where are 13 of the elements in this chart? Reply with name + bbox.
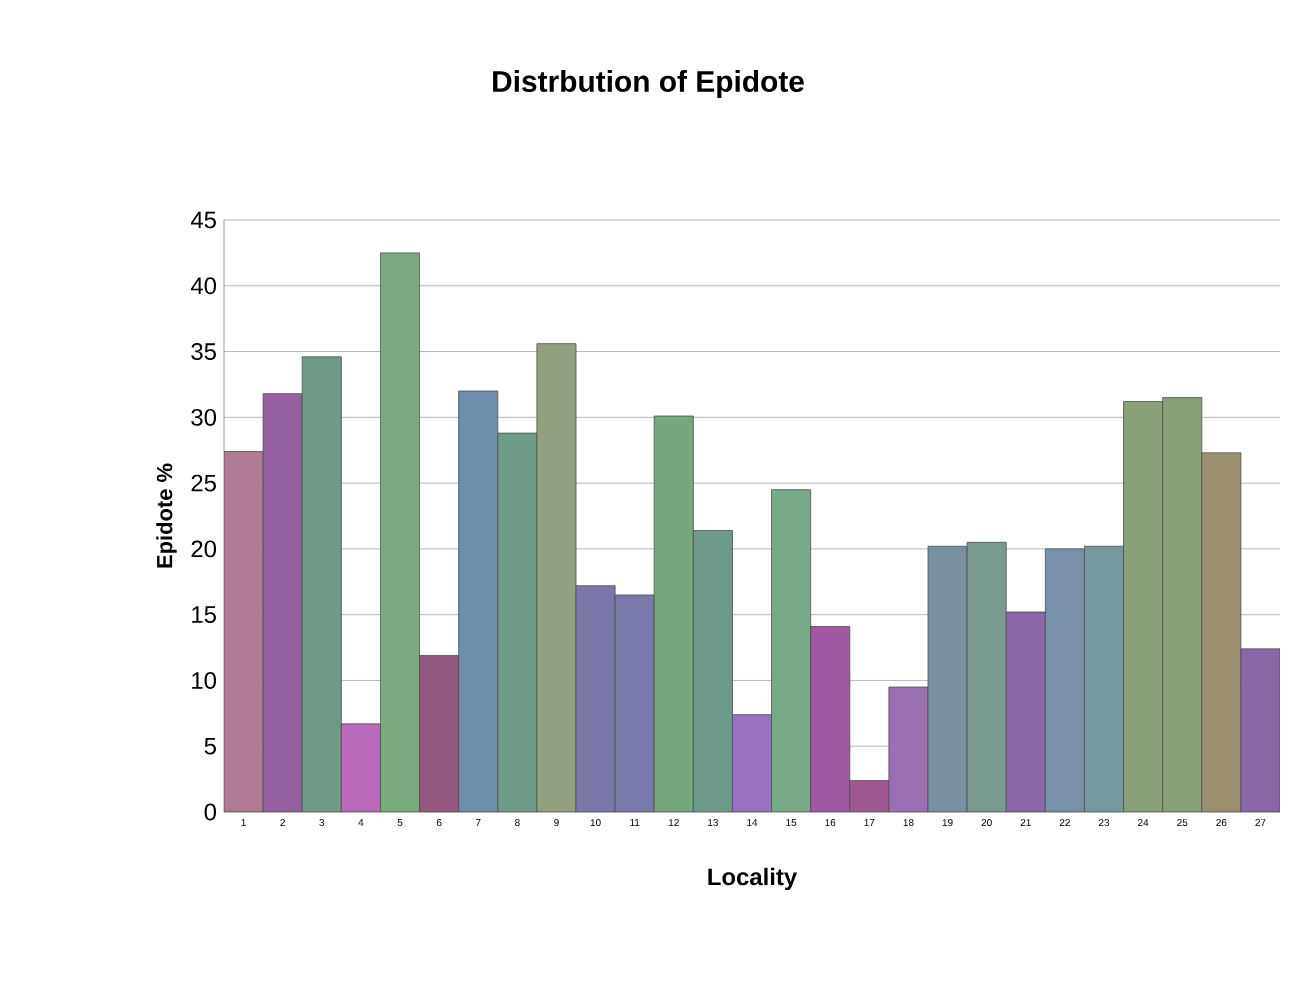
y-tick-label: 0 — [204, 803, 217, 821]
y-axis-title: Epidote % — [156, 463, 177, 568]
y-tick-label: 40 — [190, 277, 217, 295]
y-tick-label: 5 — [204, 737, 216, 755]
chart-title: Distrbution of Epidote — [493, 70, 804, 98]
x-axis-title: Locality — [708, 867, 798, 891]
y-tick-label: 45 — [190, 211, 216, 229]
y-tick-label: 10 — [192, 671, 217, 689]
y-tick-label: 25 — [191, 474, 216, 492]
y-tick-label: 30 — [191, 408, 217, 426]
y-tick-label: 35 — [191, 343, 216, 360]
y-tick-label: 15 — [192, 606, 216, 623]
y-tick-label: 20 — [191, 540, 217, 558]
